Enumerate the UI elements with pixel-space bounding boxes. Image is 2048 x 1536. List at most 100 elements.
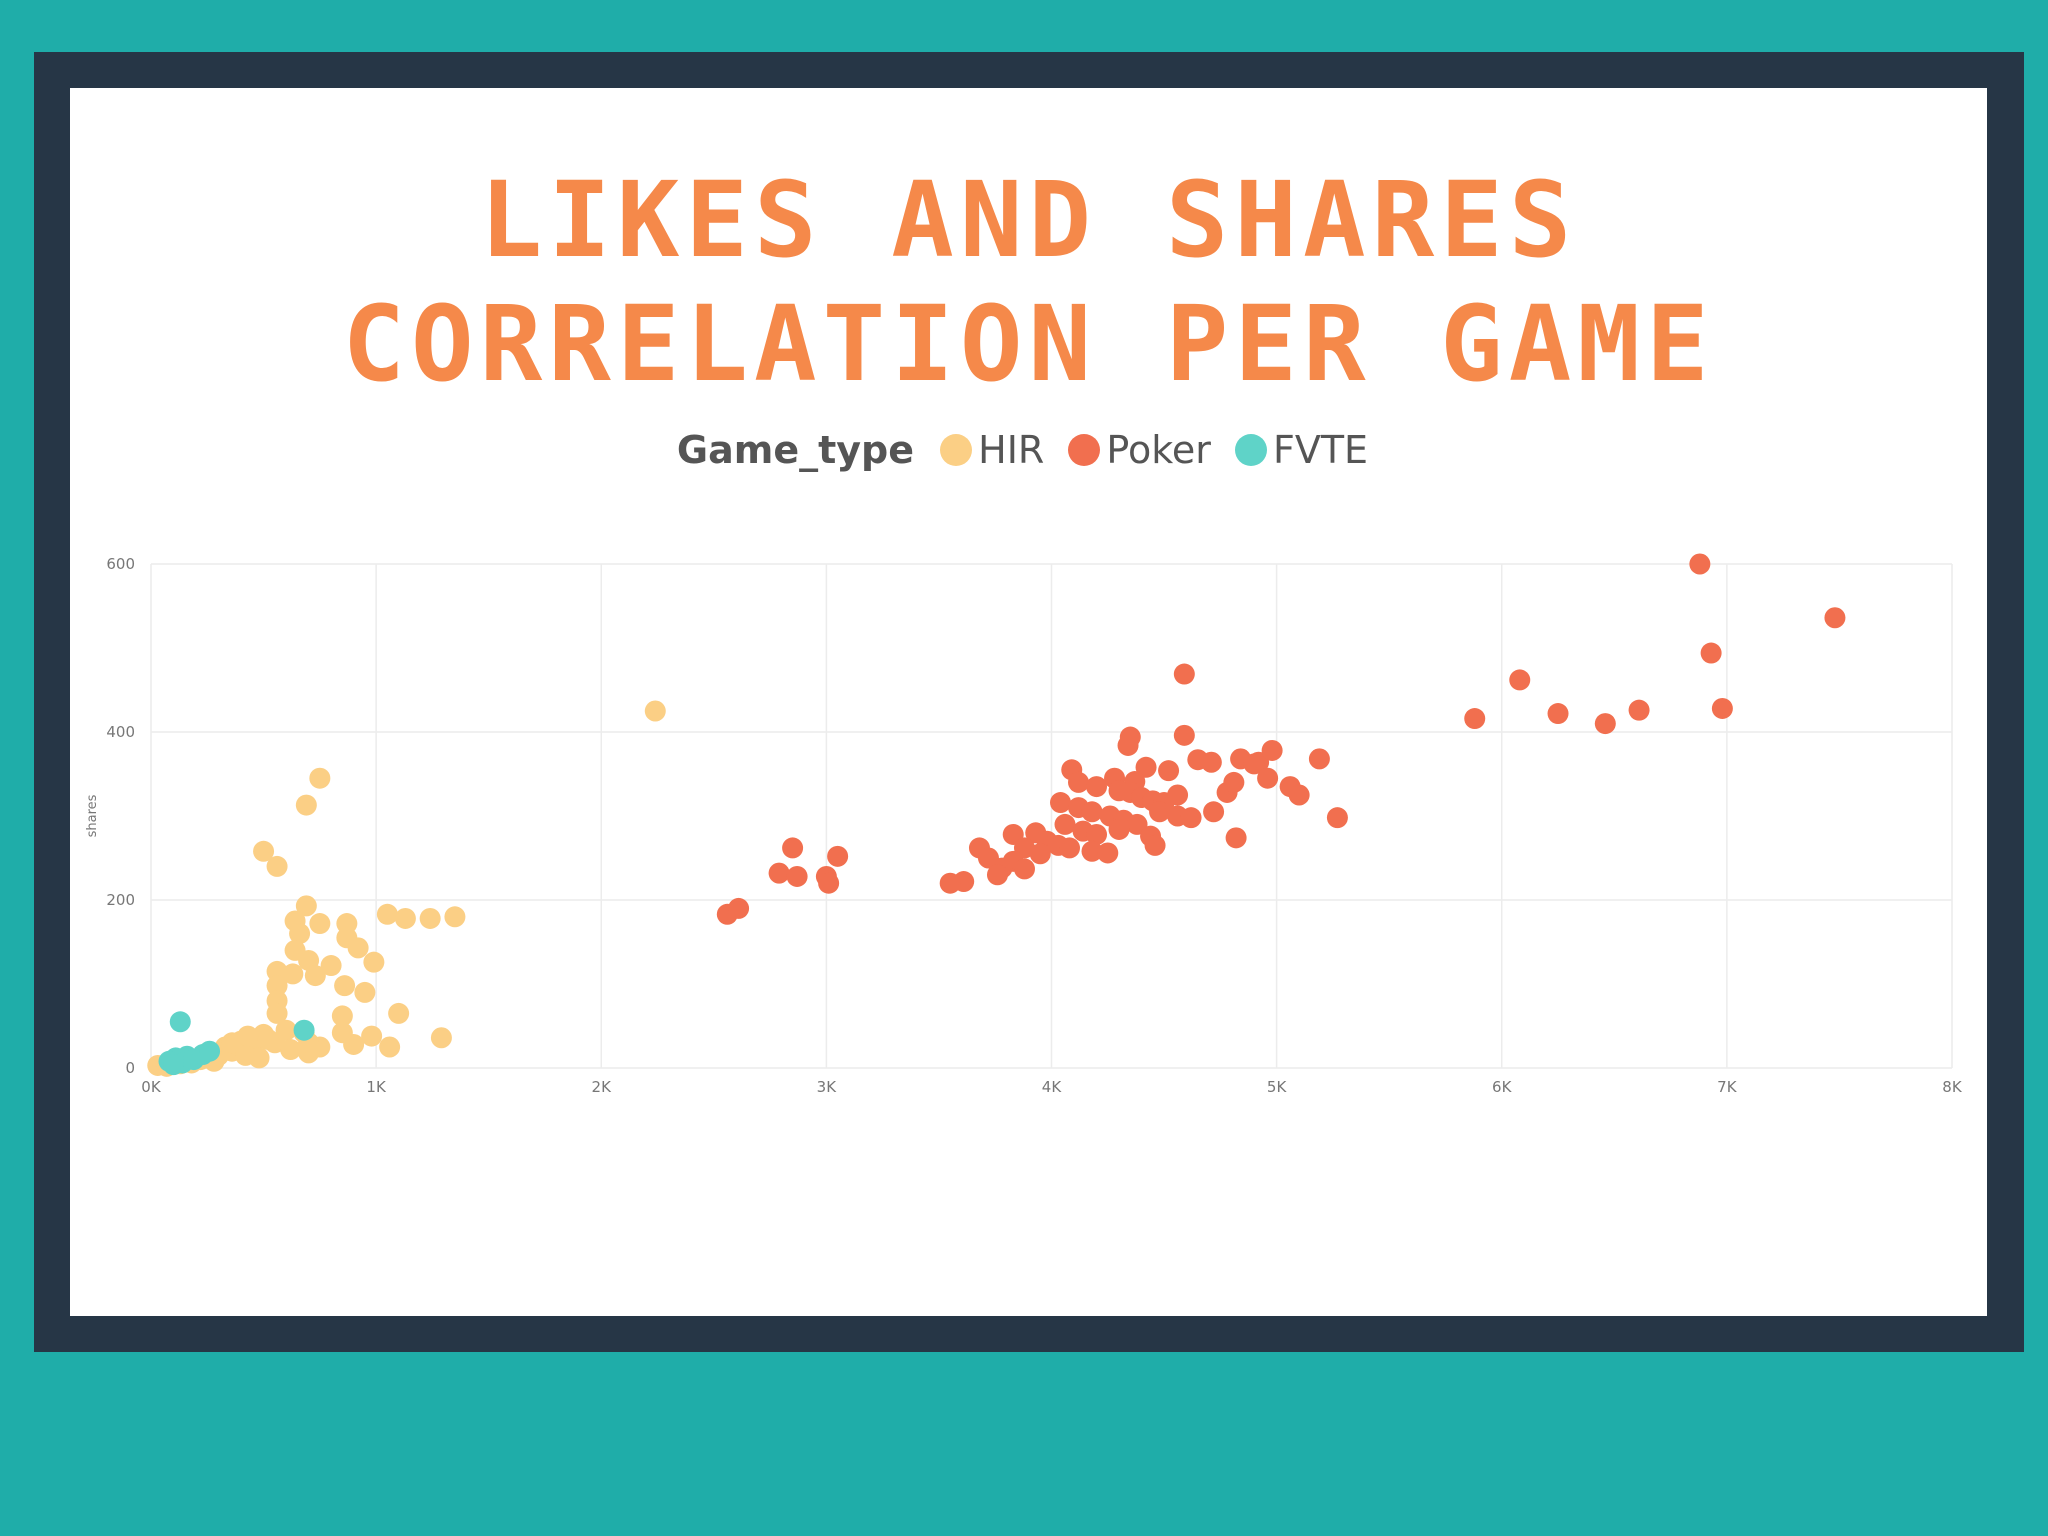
data-point-poker[interactable] [1824,607,1846,629]
data-point-poker[interactable] [1068,771,1090,793]
data-point-poker[interactable] [768,862,790,884]
y-tick-label: 600 [106,555,135,573]
data-point-fvte[interactable] [293,1019,315,1041]
data-point-hir[interactable] [309,767,331,789]
legend-item-hir[interactable]: HIR [940,428,1044,472]
data-point-hir[interactable] [248,1047,270,1069]
data-point-hir[interactable] [289,923,311,945]
data-point-poker[interactable] [1308,748,1330,770]
data-point-hir[interactable] [266,975,288,997]
data-point-poker[interactable] [782,837,804,859]
data-point-hir[interactable] [320,955,342,977]
data-point-poker[interactable] [1509,669,1531,691]
data-point-poker[interactable] [1326,807,1348,829]
data-point-poker[interactable] [1054,813,1076,835]
data-point-poker[interactable] [728,897,750,919]
data-point-hir[interactable] [444,906,466,928]
data-point-poker[interactable] [1126,813,1148,835]
data-point-poker[interactable] [1243,753,1265,775]
data-point-poker[interactable] [1059,837,1081,859]
legend-item-poker[interactable]: Poker [1068,428,1211,472]
y-tick-label: 400 [106,723,135,741]
x-tick-label: 3K [817,1078,838,1096]
data-point-poker[interactable] [1108,818,1130,840]
data-point-fvte[interactable] [169,1011,191,1033]
x-axis-ticks: 0K 1K 2K 3K 4K 5K 6K 7K 8K [141,1078,1963,1096]
data-point-hir[interactable] [253,840,275,862]
data-point-poker[interactable] [1689,553,1711,575]
chart-card: LIKES AND SHARES CORRELATION PER GAME Ga… [70,88,1987,1316]
data-point-poker[interactable] [1180,807,1202,829]
chart-title-line-1: LIKES AND SHARES [479,159,1578,281]
data-point-poker[interactable] [1203,801,1225,823]
data-point-poker[interactable] [939,872,961,894]
data-point-poker[interactable] [1711,697,1733,719]
x-tick-label: 7K [1717,1078,1738,1096]
data-point-hir[interactable] [347,937,369,959]
data-point-hir[interactable] [430,1027,452,1049]
data-point-hir[interactable] [282,963,304,985]
data-point-hir[interactable] [394,907,416,929]
data-point-hir[interactable] [266,1002,288,1024]
data-point-poker[interactable] [1594,713,1616,735]
data-point-hir[interactable] [379,1036,401,1058]
data-point-poker[interactable] [1086,776,1108,798]
data-point-hir[interactable] [388,1002,410,1024]
data-point-hir[interactable] [331,1005,353,1027]
data-point-poker[interactable] [1173,724,1195,746]
data-point-hir[interactable] [419,907,441,929]
data-point-hir[interactable] [295,794,317,816]
data-point-poker[interactable] [1628,699,1650,721]
data-point-poker[interactable] [1700,642,1722,664]
data-point-poker[interactable] [1158,760,1180,782]
data-point-hir[interactable] [295,895,317,917]
data-point-poker[interactable] [1167,784,1189,806]
y-tick-label: 200 [106,891,135,909]
data-point-poker[interactable] [1029,843,1051,865]
data-point-poker[interactable] [1547,703,1569,725]
data-point-poker[interactable] [1173,663,1195,685]
data-point-hir[interactable] [354,981,376,1003]
data-point-hir[interactable] [343,1033,365,1055]
data-point-fvte[interactable] [199,1040,221,1062]
data-point-poker[interactable] [1081,840,1103,862]
data-point-poker[interactable] [1288,784,1310,806]
data-point-poker[interactable] [1464,708,1486,730]
data-point-poker[interactable] [1144,834,1166,856]
data-point-poker[interactable] [827,845,849,867]
data-point-poker[interactable] [1135,756,1157,778]
data-point-poker[interactable] [1086,823,1108,845]
legend-item-fvte[interactable]: FVTE [1234,428,1369,472]
data-point-poker[interactable] [1081,801,1103,823]
data-point-hir[interactable] [644,700,666,722]
data-point-poker[interactable] [818,872,840,894]
data-point-poker[interactable] [1223,771,1245,793]
data-point-hir[interactable] [334,975,356,997]
data-point-poker[interactable] [1117,734,1139,756]
data-point-hir[interactable] [309,913,331,935]
data-point-poker[interactable] [1013,858,1035,880]
data-point-poker[interactable] [786,865,808,887]
data-point-hir[interactable] [363,951,385,973]
data-point-poker[interactable] [986,864,1008,886]
data-point-hir[interactable] [361,1025,383,1047]
legend-label-hir: HIR [978,428,1045,472]
data-point-poker[interactable] [1149,801,1171,823]
data-point-fvte[interactable] [163,1054,185,1076]
chart-title-line-2: CORRELATION PER GAME [342,283,1715,405]
legend-title: Game_type [676,428,915,472]
legend-label-fvte: FVTE [1272,428,1369,472]
data-point-poker[interactable] [1097,842,1119,864]
data-point-poker[interactable] [1050,792,1072,814]
data-point-poker[interactable] [1257,767,1279,789]
data-point-hir[interactable] [304,965,326,987]
data-point-hir[interactable] [280,1039,302,1061]
data-point-hir[interactable] [257,1028,279,1050]
data-point-poker[interactable] [1200,751,1222,773]
data-point-hir[interactable] [376,903,398,925]
data-point-hir[interactable] [237,1025,259,1047]
data-point-poker[interactable] [1261,739,1283,761]
data-point-hir[interactable] [221,1032,243,1054]
data-point-hir[interactable] [266,855,288,877]
data-point-poker[interactable] [1225,827,1247,849]
